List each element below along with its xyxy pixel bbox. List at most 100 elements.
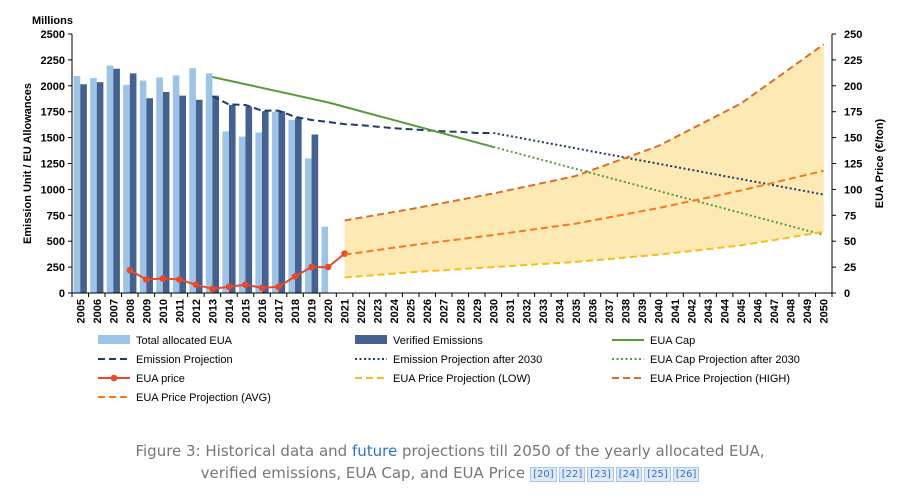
point-eua-price [242,281,249,289]
right-tick-label: 200 [844,81,862,93]
reference-link[interactable]: [25] [644,467,671,482]
x-tick-label: 2050 [819,299,831,323]
caption-text: verified emissions, EUA Cap, and EUA Pri… [200,464,526,482]
bar-verified-emissions [311,134,319,293]
bar-verified-emissions [162,92,170,294]
right-tick-label: 125 [844,159,862,171]
reference-link[interactable]: [23] [587,467,614,482]
right-tick-label: 250 [844,29,862,41]
bar-total-allocated-eua [73,75,81,294]
chart: 0250500750100012501500175020002250250002… [22,15,886,404]
legend-label: Verified Emissions [393,335,483,347]
left-tick-label: 2250 [41,55,65,67]
left-axis-unit: Millions [32,15,73,27]
x-tick-label: 2007 [108,299,120,323]
x-tick-label: 2048 [786,299,798,323]
point-eua-price [324,263,332,271]
bar-verified-emissions [179,95,186,293]
caption-line-1: Figure 3: Historical data and future pro… [60,440,840,462]
x-tick-label: 2011 [174,299,186,323]
bar-total-allocated-eua [205,73,213,294]
bar-total-allocated-eua [139,80,147,294]
line-eua-price-projection-avg [344,169,824,256]
x-tick-label: 2030 [488,299,500,323]
x-tick-label: 2047 [769,299,781,323]
legend-item: Emission Projection [98,354,233,366]
reference-link[interactable]: [22] [558,467,586,482]
bar-verified-emissions [212,95,220,293]
reference-link[interactable]: [24] [615,467,643,482]
legend-marker [110,374,118,382]
reference-link[interactable]: [26] [672,467,700,482]
bar-total-allocated-eua [222,131,229,293]
x-tick-label: 2036 [587,299,599,323]
point-eua-price [275,283,282,291]
line-eua-price-projection-high [344,43,825,222]
x-tick-label: 2038 [620,299,632,323]
bar-verified-emissions [129,73,137,294]
line-eua-price-projection-low [344,230,824,279]
x-tick-label: 2040 [654,299,666,323]
right-tick-label: 150 [844,133,862,145]
caption-highlight[interactable]: future [351,442,398,460]
left-tick-label: 1500 [41,133,65,145]
x-tick-label: 2006 [92,299,104,323]
bar-total-allocated-eua [156,77,163,293]
x-tick-label: 2045 [736,299,748,323]
point-eua-price [159,275,167,282]
left-tick-label: 1250 [41,159,65,171]
bar-verified-emissions [146,98,153,293]
left-tick-label: 1750 [41,107,65,119]
bar-total-allocated-eua [238,136,246,293]
bar-total-allocated-eua [123,84,130,293]
bar-total-allocated-eua [271,111,279,293]
x-tick-label: 2012 [191,299,203,323]
x-tick-label: 2014 [224,298,236,323]
legend-item: EUA Cap Projection after 2030 [612,354,800,366]
x-tick-label: 2026 [422,299,434,323]
legend-label: EUA Cap Projection after 2030 [650,354,800,366]
bar-verified-emissions [113,68,120,294]
line-eua-cap-projection-after-2030 [493,145,824,236]
left-tick-label: 2500 [41,29,65,41]
legend-swatch [98,335,130,344]
x-tick-label: 2024 [389,298,401,323]
x-tick-label: 2039 [637,299,649,323]
line-eua-cap [212,76,494,148]
right-tick-label: 100 [844,184,862,196]
right-tick-label: 25 [844,262,856,274]
x-tick-label: 2049 [802,299,814,323]
x-tick-label: 2044 [720,298,732,323]
legend-item: Emission Projection after 2030 [355,354,542,366]
bar-total-allocated-eua [288,119,296,294]
legend-item: EUA Price Projection (HIGH) [612,373,790,385]
reference-link[interactable]: [20] [530,467,557,482]
legend-label: EUA price [136,373,185,385]
point-eua-price [126,266,134,274]
x-tick-label: 2013 [207,299,219,323]
x-tick-label: 2043 [703,299,715,323]
bar-verified-emissions [80,84,87,293]
point-eua-price [308,263,315,271]
bar-verified-emissions [262,111,269,294]
left-axis-title: Emission Unit / EU Allowances [22,83,34,244]
bar-verified-emissions [295,117,302,293]
point-eua-price [192,281,200,289]
figure-caption: Figure 3: Historical data and future pro… [60,440,840,484]
x-tick-label: 2005 [75,299,87,323]
x-tick-label: 2021 [340,299,352,323]
point-eua-price [209,285,216,293]
legend-label: EUA Price Projection (HIGH) [650,373,790,385]
bar-total-allocated-eua [172,75,180,293]
x-tick-label: 2029 [472,299,484,323]
point-eua-price [291,273,299,280]
legend-label: EUA Cap [650,335,695,347]
legend-item: EUA price [98,373,185,385]
left-tick-label: 0 [59,288,65,300]
right-axis-title: EUA Price (€/ton) [874,118,886,208]
legend-item: EUA Price Projection (LOW) [355,373,531,385]
x-tick-label: 2025 [406,299,418,323]
legend-item: EUA Price Projection (AVG) [98,392,271,404]
right-tick-label: 175 [844,107,862,119]
point-eua-price [258,284,266,292]
